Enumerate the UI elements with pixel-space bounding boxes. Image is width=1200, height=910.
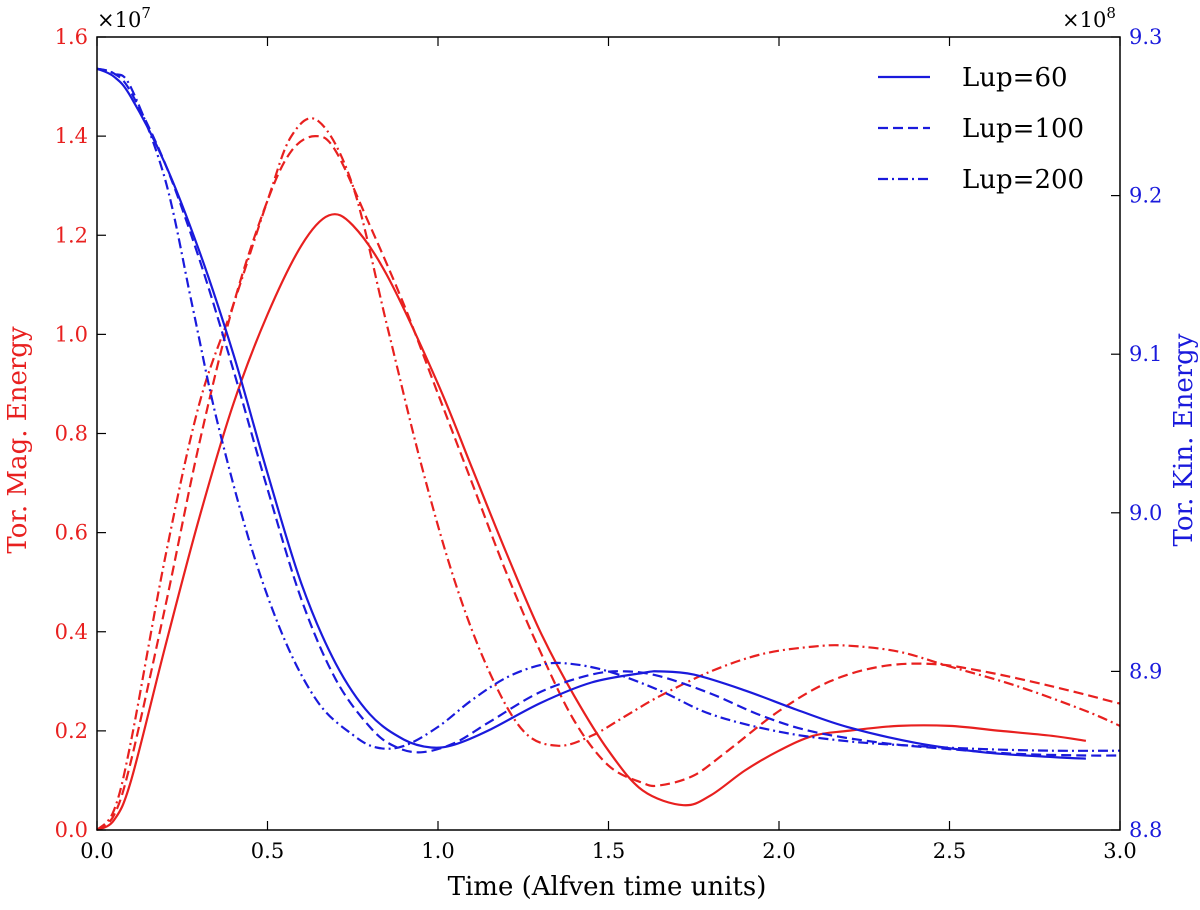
legend-label: Lup=60 <box>962 63 1068 93</box>
x-tick-label: 2.0 <box>762 839 795 863</box>
left-tick-label: 1.2 <box>55 223 88 247</box>
right-tick-label: 9.2 <box>1129 184 1162 208</box>
series-line-solid-right-3 <box>96 67 1086 760</box>
x-tick-label: 1.5 <box>592 839 625 863</box>
right-tick-label: 9.3 <box>1129 25 1162 49</box>
right-tick-label: 9.0 <box>1129 501 1162 525</box>
x-tick-label: 3.0 <box>1103 839 1136 863</box>
plot-frame <box>96 36 1121 831</box>
x-axis-label: Time (Alfven time units) <box>448 872 767 902</box>
right-tick-label: 8.9 <box>1129 659 1162 683</box>
x-tick-label: 1.0 <box>421 839 454 863</box>
series-line-solid-left-0 <box>96 213 1087 832</box>
left-tick-label: 0.2 <box>55 719 88 743</box>
series-layer <box>96 67 1121 832</box>
legend: Lup=60 Lup=100 Lup=200 <box>878 63 1084 195</box>
right-axis-multiplier: ×108 <box>1062 4 1116 32</box>
left-tick-label: 1.6 <box>55 25 88 49</box>
left-axis-multiplier: ×107 <box>97 4 151 32</box>
left-tick-label: 0.0 <box>55 818 88 842</box>
x-tick-label: 0.0 <box>80 839 113 863</box>
right-tick-label: 8.8 <box>1129 818 1162 842</box>
legend-label: Lup=200 <box>962 165 1084 195</box>
x-tick-label: 2.5 <box>933 839 966 863</box>
left-tick-label: 1.0 <box>55 322 88 346</box>
left-axis-label: Tor. Mag. Energy <box>3 326 33 554</box>
left-tick-label: 0.4 <box>55 620 88 644</box>
left-tick-label: 1.4 <box>55 124 88 148</box>
right-axis-label: Tor. Kin. Energy <box>1169 333 1199 546</box>
legend-label: Lup=100 <box>962 114 1084 144</box>
x-tick-label: 0.5 <box>251 839 284 863</box>
ticks-layer: 0.0 0.5 1.0 1.5 2.0 2.5 3.0 0.0 0.2 0.4 0.6 0.8 1.0 1… <box>55 25 1163 863</box>
right-tick-label: 9.1 <box>1129 342 1162 366</box>
series-line-dashed-left-1 <box>96 134 1121 831</box>
left-tick-label: 0.6 <box>55 521 88 545</box>
series-line-dashdot-right-5 <box>96 67 1121 752</box>
series-line-dashed-right-4 <box>96 67 1121 757</box>
left-tick-label: 0.8 <box>55 422 88 446</box>
series-line-dashdot-left-2 <box>96 117 1121 831</box>
